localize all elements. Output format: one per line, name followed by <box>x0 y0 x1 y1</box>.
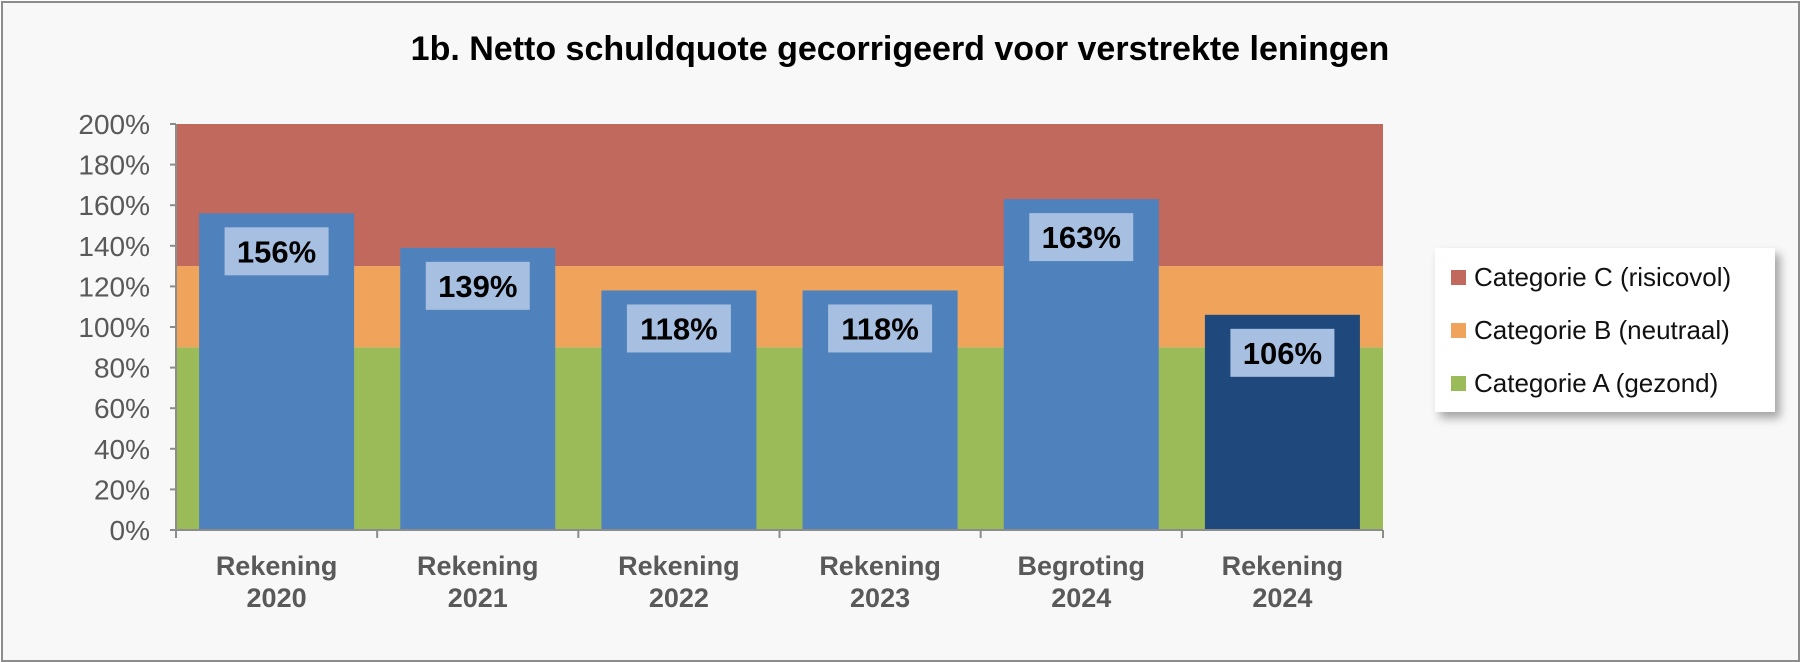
data-label: 139% <box>438 269 517 304</box>
y-tick-label: 40% <box>94 434 150 465</box>
x-tick-label: 2020 <box>247 583 307 613</box>
band-categorie-b <box>176 266 1383 348</box>
legend-swatch <box>1451 322 1466 338</box>
y-tick-label: 140% <box>78 231 150 262</box>
legend-swatch <box>1451 375 1466 391</box>
data-label-box <box>224 227 329 276</box>
x-tick-label: 2023 <box>850 583 910 613</box>
y-tick-label: 180% <box>78 150 150 181</box>
data-label-box <box>626 304 731 353</box>
legend-item-categorie-a: Categorie A (gezond) <box>1451 368 1718 398</box>
y-tick-label: 200% <box>78 109 150 140</box>
y-tick-label: 0% <box>110 515 150 546</box>
x-tick-label: 2024 <box>1051 583 1111 613</box>
data-label-box <box>1029 213 1134 262</box>
band-categorie-a <box>176 347 1383 530</box>
x-tick-label: Begroting <box>1018 551 1146 581</box>
data-label: 106% <box>1243 336 1322 371</box>
x-tick-label: Rekening <box>1222 551 1344 581</box>
data-label-box <box>1230 328 1335 377</box>
x-tick-label: Rekening <box>618 551 740 581</box>
x-tick-label: 2022 <box>649 583 709 613</box>
chart-legend: Categorie C (risicovol) Categorie B (neu… <box>1435 248 1775 412</box>
data-label: 118% <box>640 311 718 346</box>
x-tick-label: Rekening <box>216 551 338 581</box>
data-label: 163% <box>1042 220 1121 255</box>
data-label-box <box>828 304 933 353</box>
legend-item-categorie-b: Categorie B (neutraal) <box>1451 315 1730 345</box>
y-tick-label: 60% <box>94 393 150 424</box>
legend-label: Categorie B (neutraal) <box>1474 314 1730 345</box>
y-tick-label: 160% <box>78 190 150 221</box>
x-tick-label: 2021 <box>448 583 508 613</box>
y-tick-label: 100% <box>78 312 150 343</box>
legend-label: Categorie A (gezond) <box>1474 367 1719 398</box>
legend-item-categorie-c: Categorie C (risicovol) <box>1451 262 1731 292</box>
data-label-box <box>425 261 530 310</box>
y-tick-label: 80% <box>94 353 150 384</box>
legend-label: Categorie C (risicovol) <box>1474 261 1732 292</box>
legend-swatch <box>1451 269 1466 285</box>
x-tick-label: 2024 <box>1252 583 1312 613</box>
band-categorie-c <box>176 124 1383 267</box>
y-tick-label: 20% <box>94 474 150 505</box>
x-tick-label: Rekening <box>819 551 941 581</box>
data-label: 156% <box>237 234 316 269</box>
chart-title: 1b. Netto schuldquote gecorrigeerd voor … <box>410 30 1390 68</box>
data-label: 118% <box>841 311 919 346</box>
x-tick-label: Rekening <box>417 551 539 581</box>
y-tick-label: 120% <box>78 271 150 302</box>
